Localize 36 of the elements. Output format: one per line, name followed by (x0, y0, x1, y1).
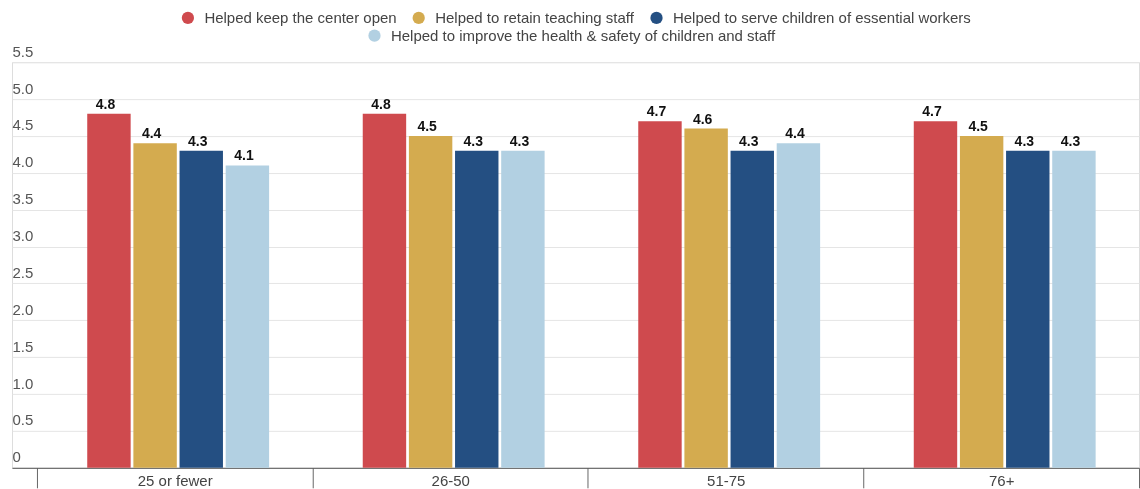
y-tick-label: 5.5 (12, 42, 34, 60)
data-label: 4.3 (509, 132, 530, 149)
data-label: 4.7 (646, 103, 667, 120)
y-tick-label: 3.0 (12, 227, 34, 245)
legend-label: Helped to retain teaching staff (435, 8, 635, 26)
legend-label: Helped keep the center open (204, 8, 397, 26)
data-label: 4.6 (692, 110, 713, 127)
data-label: 4.3 (463, 132, 484, 149)
y-tick-label: 2.5 (12, 263, 34, 281)
legend-label: Helped to improve the health & safety of children and staff (390, 26, 776, 44)
y-tick-label: 3.5 (12, 190, 34, 208)
y-tick-label: 4.0 (12, 153, 34, 171)
y-tick-label: 1.0 (12, 374, 34, 392)
y-tick-label: 1.5 (12, 337, 34, 355)
x-tick-label: 51-75 (707, 472, 746, 489)
x-tick-label: 76+ (989, 472, 1015, 489)
data-label: 4.5 (417, 117, 438, 134)
y-tick-label: 2.0 (12, 300, 34, 318)
x-tick-label: 26-50 (431, 472, 470, 489)
x-tick-label: 25 or fewer (137, 472, 213, 489)
data-label: 4.3 (188, 132, 208, 149)
y-tick-label: 5.0 (12, 79, 34, 97)
data-label: 4.3 (1014, 132, 1035, 149)
data-label: 4.5 (968, 117, 989, 134)
y-tick-label: 0.5 (12, 411, 34, 429)
legend-label: Helped to serve children of essential workers (672, 8, 971, 26)
data-label: 4.3 (1060, 132, 1081, 149)
data-label: 4.7 (922, 103, 942, 120)
y-tick-label: 0 (12, 448, 21, 466)
data-label: 4.4 (785, 125, 805, 142)
y-tick-label: 4.5 (12, 116, 34, 134)
data-label: 4.8 (371, 95, 391, 112)
data-label: 4.4 (141, 125, 162, 142)
data-label: 4.8 (95, 95, 116, 112)
data-label: 4.3 (739, 132, 759, 149)
data-label: 4.1 (234, 147, 254, 164)
